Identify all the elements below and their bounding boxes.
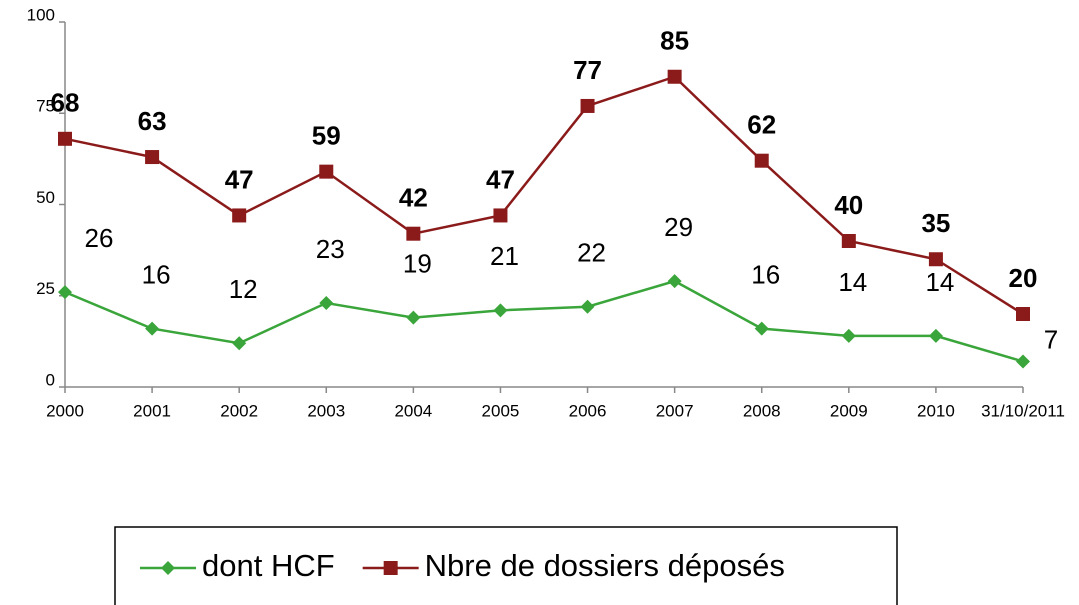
marker <box>161 561 175 575</box>
data-label: 59 <box>312 121 341 151</box>
marker <box>928 252 943 267</box>
marker <box>1016 307 1030 321</box>
data-label: 26 <box>85 223 114 253</box>
data-label: 16 <box>142 259 171 289</box>
y-tick-label: 75 <box>36 97 55 116</box>
marker <box>841 234 856 248</box>
x-tick-label: 2000 <box>46 401 84 420</box>
marker <box>667 274 682 289</box>
x-tick-label: 2007 <box>656 401 694 420</box>
marker <box>580 98 595 113</box>
marker <box>406 226 421 241</box>
marker <box>232 208 247 223</box>
x-tick-label: 2005 <box>482 401 520 420</box>
marker <box>145 321 160 336</box>
data-label: 20 <box>1009 263 1038 293</box>
data-label: 22 <box>577 238 606 268</box>
data-label: 14 <box>925 267 954 297</box>
x-tick-label: 2001 <box>133 401 171 420</box>
data-label: 23 <box>316 234 345 264</box>
marker <box>319 164 334 179</box>
data-label: 40 <box>834 190 863 220</box>
data-label: 29 <box>664 212 693 242</box>
data-label: 62 <box>747 110 776 140</box>
marker <box>493 208 508 223</box>
x-tick-label: 2004 <box>394 401 432 420</box>
marker <box>841 328 856 343</box>
marker <box>145 150 160 165</box>
data-label: 77 <box>573 55 602 85</box>
series-line <box>64 75 1024 316</box>
data-label: 63 <box>138 106 167 136</box>
data-label: 7 <box>1044 324 1058 354</box>
data-label: 68 <box>51 88 80 118</box>
y-tick-label: 25 <box>36 279 55 298</box>
data-label: 47 <box>486 164 515 194</box>
y-tick-label: 50 <box>36 188 55 207</box>
data-label: 19 <box>403 249 432 279</box>
y-tick-label: 100 <box>27 5 55 24</box>
legend-box <box>114 526 898 605</box>
marker <box>754 321 769 336</box>
data-label: 12 <box>229 274 258 304</box>
data-label: 16 <box>751 259 780 289</box>
x-tick-label: 2010 <box>917 401 955 420</box>
legend-label: dont HCF <box>202 548 335 583</box>
data-label: 14 <box>838 267 867 297</box>
marker <box>58 285 72 300</box>
data-label: 47 <box>225 164 254 194</box>
series-line <box>64 279 1024 363</box>
x-tick-label: 2006 <box>569 401 607 420</box>
x-tick-label: 2009 <box>830 401 868 420</box>
marker <box>754 153 769 168</box>
marker <box>493 303 508 318</box>
marker <box>232 336 247 351</box>
marker <box>667 69 682 84</box>
data-label: 85 <box>660 26 689 56</box>
legend-label: Nbre de dossiers déposés <box>425 548 785 583</box>
marker <box>383 561 398 575</box>
y-tick-label: 0 <box>46 370 55 389</box>
data-label: 35 <box>921 208 950 238</box>
marker <box>319 296 334 311</box>
data-label: 21 <box>490 241 519 271</box>
marker <box>406 310 421 325</box>
x-tick-label: 31/10/2011 <box>981 401 1065 420</box>
x-tick-label: 2002 <box>220 401 258 420</box>
x-tick-label: 2003 <box>307 401 345 420</box>
x-tick-label: 2008 <box>743 401 781 420</box>
marker <box>580 299 595 314</box>
marker <box>928 328 943 343</box>
data-label: 42 <box>399 183 428 213</box>
marker <box>58 131 72 146</box>
marker <box>1016 354 1030 369</box>
